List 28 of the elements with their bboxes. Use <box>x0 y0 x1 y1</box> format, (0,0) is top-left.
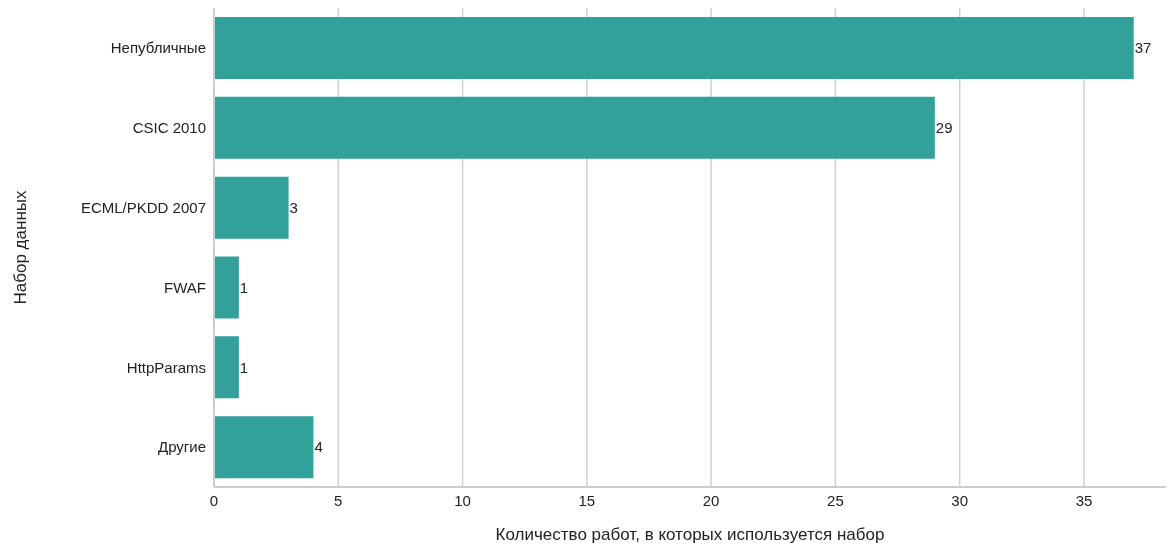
bar <box>214 176 289 239</box>
data-label: 1 <box>239 278 249 296</box>
x-tick-label: 0 <box>209 491 219 509</box>
y-tick-label: Непубличные <box>110 39 206 57</box>
y-tick-label: FWAF <box>164 278 206 296</box>
y-tick-label: Другие <box>157 438 206 456</box>
x-tick-label: 20 <box>702 491 720 509</box>
x-tick-label: 30 <box>951 491 969 509</box>
x-tick-label: 10 <box>454 491 471 509</box>
data-label: 4 <box>314 438 323 456</box>
y-tick-label: CSIC 2010 <box>132 119 206 137</box>
y-tick-label: ECML/PKDD 2007 <box>80 198 206 216</box>
bar <box>214 336 239 399</box>
data-label: 37 <box>1134 39 1152 57</box>
y-tick-label: HttpParams <box>126 358 206 376</box>
bar <box>214 96 935 159</box>
x-axis-title: Количество работ, в которых используется набор <box>495 525 885 544</box>
data-label: 3 <box>289 198 298 216</box>
x-tick-label: 15 <box>578 491 596 509</box>
data-label: 29 <box>935 119 953 137</box>
data-label: 1 <box>239 358 249 376</box>
x-tick-label: 25 <box>827 491 844 509</box>
y-axis-title: Набор данных <box>11 190 31 305</box>
bar <box>214 416 314 479</box>
bar <box>214 256 239 319</box>
bar <box>214 17 1134 79</box>
x-tick-label: 5 <box>334 491 343 509</box>
x-tick-label: 35 <box>1075 491 1093 509</box>
